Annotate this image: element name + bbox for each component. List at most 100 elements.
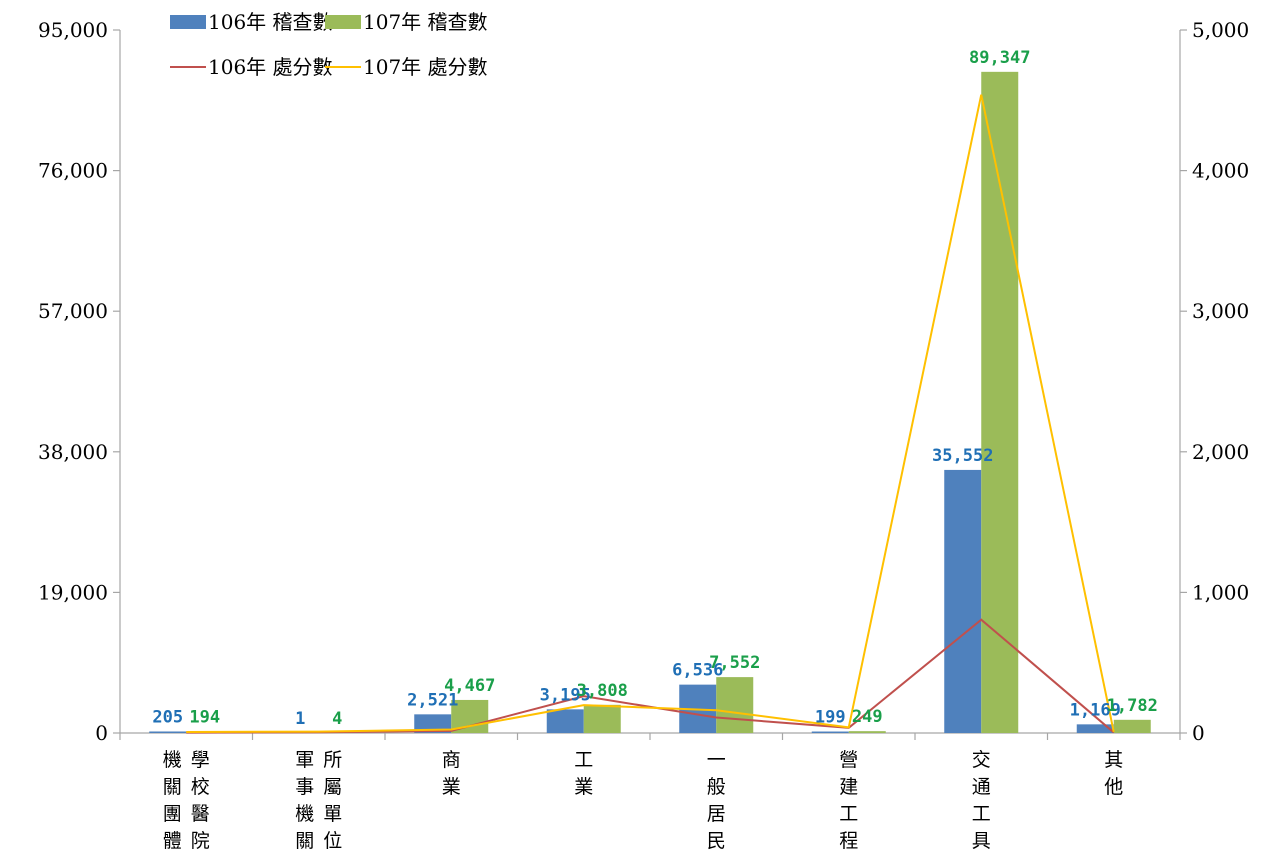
legend: 106年 稽查數 107年 稽查數 106年 處分數 107年 處分數 [170, 10, 488, 79]
bar [811, 731, 849, 733]
category-char: 關 [163, 776, 182, 798]
legend-item: 106年 處分數 [170, 55, 333, 79]
category-char: 團 [163, 803, 182, 825]
bar [414, 714, 452, 733]
bar [1113, 719, 1151, 733]
bar [546, 709, 584, 733]
left-tick-label: 95,000 [38, 18, 108, 42]
category-char: 工 [839, 803, 858, 825]
category-label: 工業 [574, 749, 593, 798]
data-labels: 205 1 2,521 3,195 6,536 199 35,552 1,169 194 4 4,4… [152, 48, 1157, 729]
right-tick-label: 3,000 [1192, 299, 1249, 323]
right-tick-label: 0 [1192, 721, 1205, 745]
legend-swatch [170, 15, 206, 29]
category-char: 般 [707, 776, 726, 798]
category-char: 民 [707, 830, 726, 850]
left-tick-label: 19,000 [38, 580, 108, 604]
right-tick-label: 5,000 [1192, 18, 1249, 42]
data-label: 1,169 [1070, 700, 1121, 720]
category-char: 關 [295, 830, 314, 850]
data-label: 1,782 [1107, 696, 1158, 716]
legend-label: 106年 處分數 [208, 55, 333, 79]
bar [149, 731, 187, 733]
category-char: 工 [574, 749, 593, 771]
category-label: 商業 [442, 749, 461, 798]
legend-item: 106年 稽查數 [170, 10, 333, 34]
data-label: 3,195 [540, 685, 591, 705]
data-label: 249 [852, 707, 883, 727]
right-tick-label: 1,000 [1192, 580, 1249, 604]
right-tick-label: 4,000 [1192, 159, 1249, 183]
category-char: 單 [323, 803, 342, 825]
category-char: 一 [707, 749, 726, 771]
series-line [186, 94, 1115, 734]
category-char: 他 [1104, 776, 1123, 798]
right-y-axis: 0 1,000 2,000 3,000 4,000 5,000 [1179, 18, 1249, 745]
data-label: 194 [189, 708, 220, 728]
legend-label: 107年 處分數 [363, 55, 488, 79]
data-label: 1 [295, 709, 305, 729]
data-label: 35,552 [932, 446, 993, 466]
legend-label: 106年 稽查數 [208, 10, 333, 34]
bar [716, 677, 754, 733]
data-label: 6,536 [672, 661, 723, 681]
legend-item: 107年 稽查數 [325, 10, 488, 34]
category-char: 院 [191, 830, 210, 850]
category-char: 程 [839, 830, 858, 850]
right-tick-label: 2,000 [1192, 440, 1249, 464]
category-char: 屬 [323, 776, 342, 798]
legend-item: 107年 處分數 [325, 55, 488, 79]
legend-label: 107年 稽查數 [363, 10, 488, 34]
bar [944, 469, 982, 733]
left-y-axis: 0 19,000 38,000 57,000 76,000 95,000 [38, 18, 121, 745]
category-char: 通 [972, 776, 991, 798]
bar-series [149, 71, 1151, 733]
category-char: 業 [574, 776, 593, 798]
data-label: 4,467 [444, 676, 495, 696]
category-char: 機 [295, 803, 314, 825]
line-series [186, 94, 1115, 734]
category-char: 建 [839, 776, 858, 798]
category-char: 機 [163, 749, 182, 771]
data-label: 205 [152, 707, 183, 727]
data-label: 3,808 [577, 681, 628, 701]
data-label: 199 [815, 708, 846, 728]
data-label: 7,552 [709, 653, 760, 673]
category-char: 體 [163, 830, 182, 850]
left-tick-label: 57,000 [38, 299, 108, 323]
category-char: 位 [323, 830, 342, 850]
category-char: 其 [1104, 749, 1123, 771]
category-label: 其他 [1104, 749, 1123, 798]
category-char: 醫 [191, 803, 210, 825]
category-char: 業 [442, 776, 461, 798]
category-char: 營 [839, 749, 858, 771]
category-char: 所 [323, 749, 342, 771]
category-char: 具 [972, 830, 991, 850]
left-tick-label: 76,000 [38, 159, 108, 183]
category-char: 事 [295, 776, 314, 798]
category-char: 商 [442, 749, 461, 771]
legend-swatch [325, 15, 361, 29]
left-tick-label: 38,000 [38, 440, 108, 464]
data-label: 2,521 [407, 690, 458, 710]
bar [848, 731, 886, 733]
left-tick-label: 0 [95, 721, 108, 745]
category-char: 校 [191, 776, 210, 798]
data-label: 4 [332, 709, 342, 729]
bar [1076, 724, 1114, 733]
category-char: 居 [707, 803, 726, 825]
category-char: 工 [972, 803, 991, 825]
bar [981, 71, 1019, 733]
category-char: 軍 [295, 749, 314, 771]
category-char: 交 [972, 749, 991, 771]
bar [583, 704, 621, 733]
data-label: 89,347 [969, 48, 1030, 68]
category-char: 學 [191, 749, 210, 771]
